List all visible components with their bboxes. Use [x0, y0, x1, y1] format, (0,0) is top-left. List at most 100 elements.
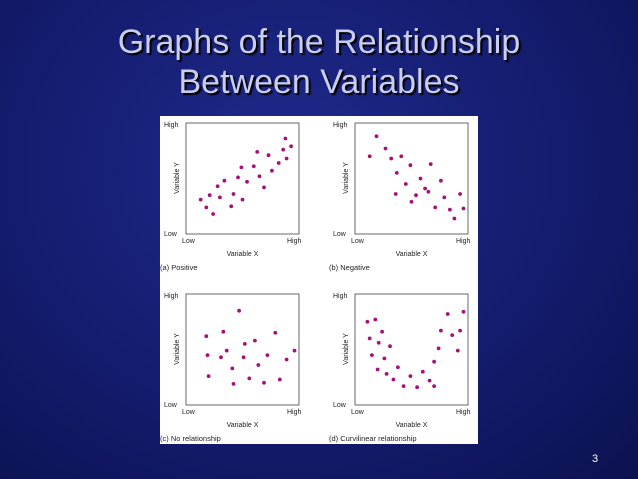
panel-caption: (a) Positive: [160, 263, 198, 272]
data-point: [455, 348, 460, 353]
y-tick-high: High: [164, 122, 179, 129]
data-point: [365, 319, 370, 324]
data-point: [247, 376, 252, 381]
data-point: [428, 162, 433, 166]
data-point: [251, 164, 256, 169]
x-tick-high: High: [287, 409, 302, 416]
data-point: [204, 205, 209, 210]
x-tick-low: Low: [351, 409, 365, 416]
slide-title-line1: Graphs of the Relationship: [117, 23, 521, 61]
data-point: [384, 372, 389, 376]
data-point: [281, 147, 286, 152]
data-point: [292, 348, 297, 353]
x-axis-label: Variable X: [396, 422, 428, 429]
plot-frame: [354, 293, 469, 406]
data-point: [442, 195, 447, 200]
data-point: [420, 369, 425, 374]
data-point: [215, 184, 220, 189]
data-point: [284, 156, 289, 161]
data-point: [399, 154, 404, 159]
data-point: [458, 328, 462, 333]
data-point: [376, 340, 381, 345]
data-point: [255, 150, 260, 154]
data-point: [266, 153, 271, 158]
data-point: [211, 212, 215, 216]
data-point: [382, 356, 387, 361]
page-number: 3: [592, 453, 599, 465]
data-point: [439, 178, 443, 183]
y-tick-low: Low: [164, 402, 178, 409]
data-point: [265, 353, 270, 357]
data-point: [408, 163, 413, 168]
data-point: [374, 134, 379, 139]
data-point: [256, 363, 261, 367]
data-point: [221, 329, 226, 334]
data-point: [403, 182, 408, 186]
data-point: [218, 195, 222, 200]
data-point: [401, 384, 406, 388]
scatter-panel-3: High Low Low High Variable X Variable Y (c) No…: [160, 293, 302, 443]
data-point: [461, 206, 466, 211]
data-point: [391, 377, 396, 382]
data-point: [423, 186, 427, 191]
data-point: [262, 185, 266, 190]
data-point: [270, 168, 274, 173]
data-point: [458, 192, 462, 196]
data-point: [283, 136, 288, 141]
data-point: [396, 365, 400, 370]
y-tick-high: High: [164, 293, 179, 300]
data-point: [219, 355, 223, 360]
x-tick-low: Low: [182, 409, 196, 416]
x-tick-low: Low: [182, 238, 196, 245]
data-point: [439, 328, 443, 333]
data-point: [207, 193, 212, 198]
panel-caption: (b) Negative: [329, 263, 370, 272]
scatter-panel-1: High Low Low High Variable X Variable Y (a) Po…: [160, 122, 302, 272]
x-tick-low: Low: [351, 238, 365, 245]
data-point: [415, 385, 419, 390]
data-point: [240, 197, 245, 202]
data-point: [237, 308, 241, 313]
data-point: [394, 171, 399, 175]
data-point: [289, 144, 293, 149]
plot-frame: [185, 122, 300, 235]
data-point: [231, 192, 236, 196]
data-point: [436, 346, 441, 351]
data-point: [231, 382, 236, 386]
x-tick-high: High: [287, 238, 302, 245]
data-point: [445, 312, 450, 316]
data-point: [257, 174, 262, 179]
y-axis-label: Variable Y: [174, 162, 181, 194]
data-point: [370, 353, 374, 357]
data-point: [427, 378, 432, 383]
data-point: [229, 204, 234, 209]
panel-caption: (c) No relationship: [160, 434, 221, 443]
plot-frame: [354, 122, 469, 235]
data-point: [273, 330, 278, 335]
x-tick-high: High: [456, 409, 471, 416]
data-point: [262, 380, 266, 385]
data-point: [383, 146, 388, 151]
data-point: [198, 197, 203, 202]
data-point: [450, 333, 455, 337]
data-point: [236, 175, 240, 180]
data-point: [389, 156, 394, 161]
slide-title: Graphs of the Relationship Between Varia…: [0, 22, 638, 102]
data-point: [206, 374, 211, 378]
data-point: [380, 329, 384, 334]
x-axis-label: Variable X: [227, 251, 259, 258]
data-point: [426, 189, 431, 194]
panel-caption: (d) Curvilinear relationship: [329, 434, 417, 443]
data-point: [373, 317, 378, 322]
y-tick-low: Low: [164, 231, 178, 238]
y-tick-low: Low: [333, 402, 347, 409]
data-point: [418, 176, 423, 181]
data-point: [230, 366, 235, 371]
data-point: [388, 344, 392, 349]
y-axis-label: Variable Y: [174, 333, 181, 365]
x-axis-label: Variable X: [396, 251, 428, 258]
x-axis-label: Variable X: [227, 422, 259, 429]
data-point: [284, 357, 289, 362]
scatter-figure-svg: High Low Low High Variable X Variable Y (a) Po…: [160, 122, 471, 443]
data-point: [224, 348, 229, 353]
